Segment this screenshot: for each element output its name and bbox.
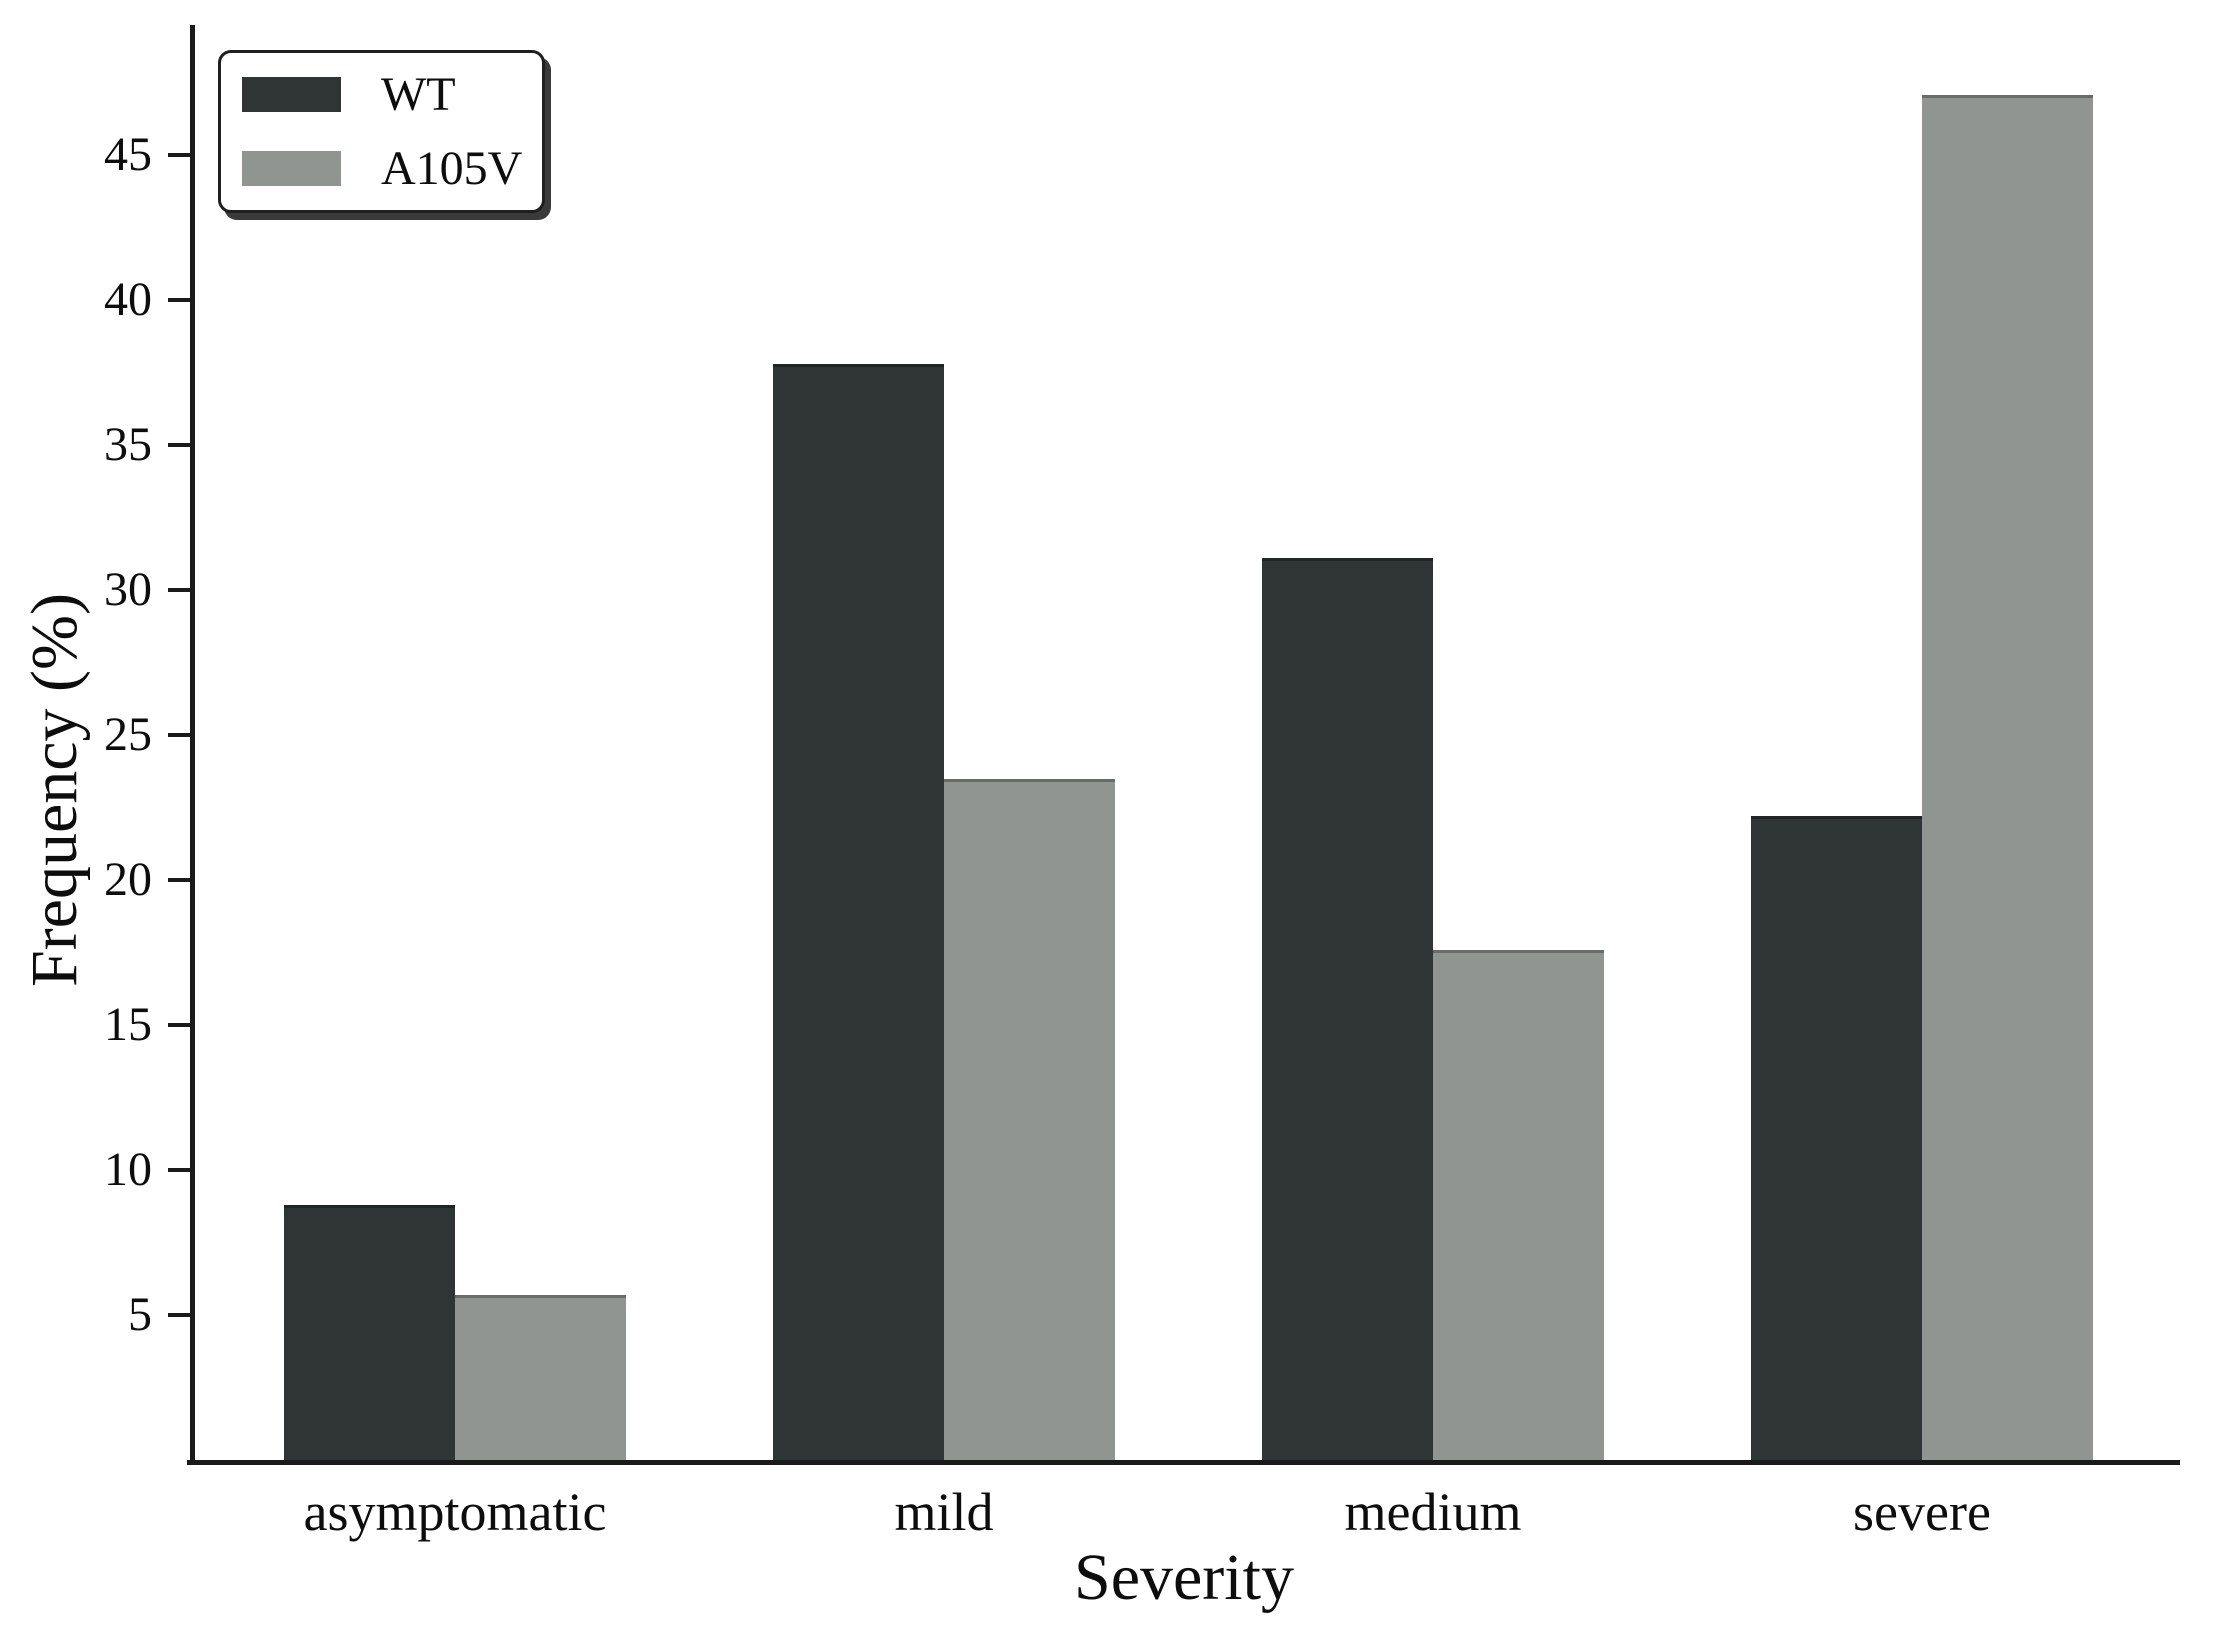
y-tick-label: 40 (104, 273, 152, 327)
x-axis-label: Severity (1074, 1541, 1294, 1614)
legend-item-wt: WT (242, 67, 542, 121)
y-tick-mark (168, 733, 190, 738)
legend-label-wt: WT (381, 67, 456, 121)
bar-wt-severe (1751, 816, 1922, 1460)
bar-wt-mild (773, 364, 944, 1460)
y-tick-label: 25 (104, 708, 152, 762)
x-tick-label-medium: medium (1344, 1482, 1522, 1542)
bar-a105v-severe (1922, 94, 2093, 1460)
y-axis-spine (190, 25, 195, 1465)
legend: WT A105V (218, 50, 545, 213)
y-tick-label: 5 (128, 1288, 152, 1342)
x-tick-label-asymptomatic: asymptomatic (303, 1482, 607, 1542)
y-tick-mark (168, 588, 190, 593)
y-tick-mark (168, 1313, 190, 1318)
x-axis-spine (187, 1460, 2180, 1465)
legend-swatch-a105v (242, 151, 341, 186)
y-tick-label: 45 (104, 128, 152, 182)
bar-a105v-medium (1433, 949, 1604, 1460)
bar-wt-medium (1262, 558, 1433, 1460)
x-tick-label-mild: mild (894, 1482, 994, 1542)
y-tick-mark (168, 878, 190, 883)
y-tick-label: 30 (104, 563, 152, 617)
bar-a105v-asymptomatic (455, 1294, 626, 1460)
y-tick-mark (168, 1023, 190, 1028)
bar-wt-asymptomatic (284, 1204, 455, 1460)
y-tick-label: 20 (104, 853, 152, 907)
legend-item-a105v: A105V (242, 141, 542, 195)
legend-swatch-wt (242, 77, 341, 112)
legend-label-a105v: A105V (381, 141, 523, 195)
y-axis-label: Frequency (%) (18, 593, 91, 988)
y-tick-mark (168, 153, 190, 158)
y-tick-label: 10 (104, 1143, 152, 1197)
y-tick-mark (168, 443, 190, 448)
y-tick-mark (168, 298, 190, 303)
y-tick-label: 15 (104, 998, 152, 1052)
y-tick-mark (168, 1168, 190, 1173)
x-tick-label-severe: severe (1853, 1482, 1991, 1542)
y-tick-label: 35 (104, 418, 152, 472)
bar-a105v-mild (944, 778, 1115, 1460)
